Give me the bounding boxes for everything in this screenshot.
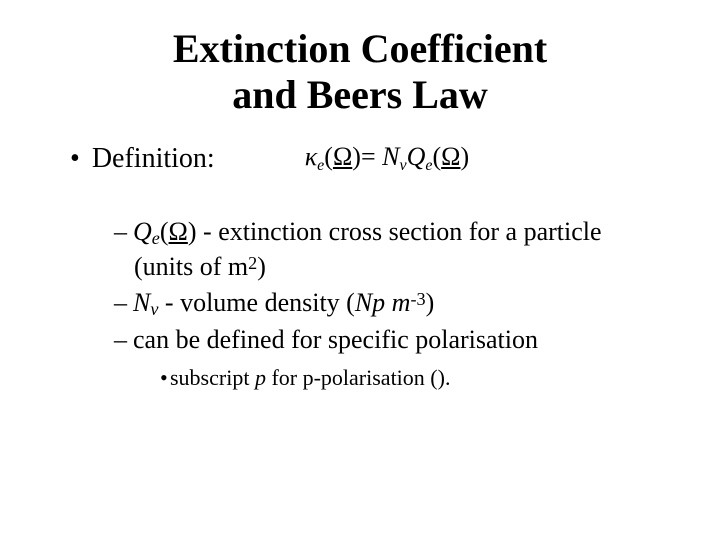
dash-3: – [114,325,127,354]
nv-sup: -3 [410,289,425,309]
qe-omega: Ω [169,217,188,246]
qe-text: - extinction cross section for a particl… [134,217,602,281]
item-polarisation: –can be defined for specific polarisatio… [114,323,660,356]
sub-note-post: for p-polarisation (). [266,365,451,390]
definition-label: Definition: [92,143,215,175]
sub-note-pre: subscript [170,365,255,390]
slide-title: Extinction Coefficient and Beers Law [60,26,660,118]
formula-omega-2: Ω [441,142,460,171]
item-nv: –Nv - volume density (Np m-3) [114,286,660,321]
item-subscript-note: • subscript p for p-polarisation (). [160,364,660,393]
qe-sup: 2 [248,253,257,273]
pol-text: can be defined for specific polarisation [133,325,538,354]
formula-kappa: κ [305,142,317,171]
title-line-2: and Beers Law [232,72,488,117]
slide: Extinction Coefficient and Beers Law • D… [0,0,720,413]
formula-eq: = [361,142,376,171]
formula-n-sub: v [399,157,406,174]
nv-text-end: ) [426,288,435,317]
formula-omega-1: Ω [333,142,352,171]
dash-2: – [114,288,127,317]
dash-1: – [114,217,127,246]
qe-text-end: ) [257,252,266,281]
bullet-dot: • [70,143,80,175]
formula: κe(Ω)= NvQe(Ω) [305,142,469,175]
formula-n: N [382,142,399,171]
item-qe: –Qe(Ω) - extinction cross section for a … [114,215,660,284]
definition-content: Definition: κe(Ω)= NvQe(Ω) [92,142,469,175]
definition-row: • Definition: κe(Ω)= NvQe(Ω) [70,142,660,175]
nv-symbol: N [133,288,150,317]
title-line-1: Extinction Coefficient [173,26,547,71]
formula-q: Q [407,142,426,171]
subscript-note-text: subscript p for p-polarisation (). [186,364,450,393]
nv-text: - volume density ( [158,288,354,317]
qe-sub: e [152,228,160,248]
np-text: Np m [355,288,411,317]
qe-symbol: Q [133,217,152,246]
sub-note-p: p [255,365,266,390]
